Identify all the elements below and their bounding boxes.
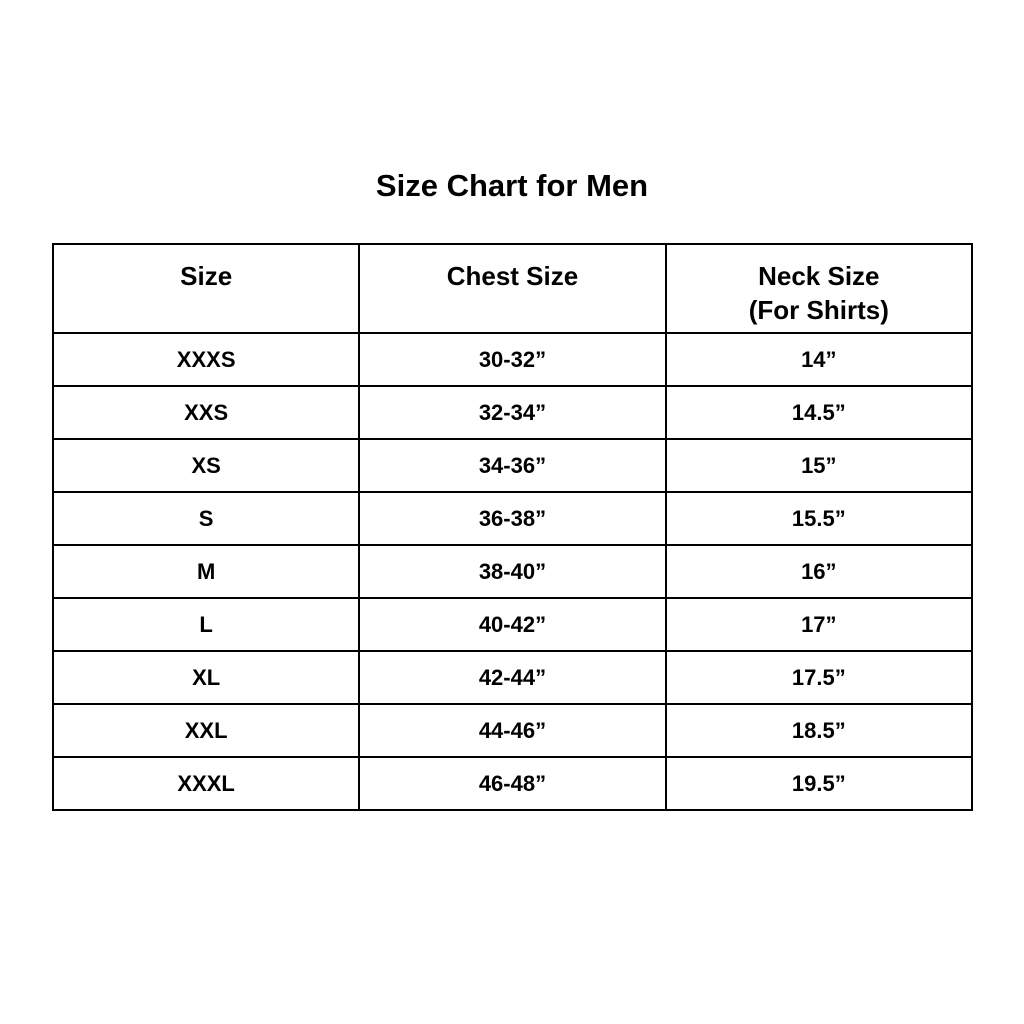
header-neck-size-label: Neck Size [758, 261, 880, 291]
neck-size-cell: 17.5” [664, 650, 974, 705]
neck-size-cell: 14” [664, 332, 974, 387]
size-cell: XS [51, 438, 361, 493]
chest-size-cell: 36-38” [358, 491, 667, 546]
header-neck-size: Neck Size (For Shirts) [664, 243, 974, 334]
table-row: S 36-38” 15.5” [51, 491, 974, 546]
table-row: M 38-40” 16” [51, 544, 974, 599]
size-cell: XL [51, 650, 361, 705]
page-title: Size Chart for Men [375, 168, 649, 203]
chest-size-cell: 42-44” [358, 650, 667, 705]
chest-size-cell: 38-40” [358, 544, 667, 599]
table-row: XS 34-36” 15” [51, 438, 974, 493]
chest-size-cell: 46-48” [358, 756, 667, 811]
neck-size-cell: 19.5” [664, 756, 974, 811]
size-cell: XXXL [51, 756, 361, 811]
size-cell: M [51, 544, 361, 599]
size-cell: XXL [51, 703, 361, 758]
size-cell: XXS [51, 385, 361, 440]
table-row: XXXS 30-32” 14” [51, 332, 974, 387]
header-chest-size: Chest Size [358, 243, 667, 334]
header-neck-size-note: (For Shirts) [748, 295, 889, 325]
table-row: L 40-42” 17” [51, 597, 974, 652]
chest-size-cell: 40-42” [358, 597, 667, 652]
neck-size-cell: 16” [664, 544, 974, 599]
neck-size-cell: 18.5” [664, 703, 974, 758]
size-cell: XXXS [51, 332, 361, 387]
chest-size-cell: 44-46” [358, 703, 667, 758]
table-row: XXL 44-46” 18.5” [51, 703, 974, 758]
neck-size-cell: 17” [664, 597, 974, 652]
neck-size-cell: 14.5” [664, 385, 974, 440]
table-row: XXS 32-34” 14.5” [51, 385, 974, 440]
table-header-row: Size Chest Size Neck Size (For Shirts) [51, 243, 974, 334]
chest-size-cell: 30-32” [358, 332, 667, 387]
size-cell: L [51, 597, 361, 652]
neck-size-cell: 15.5” [664, 491, 974, 546]
chest-size-cell: 34-36” [358, 438, 667, 493]
header-size: Size [51, 243, 361, 334]
table-row: XL 42-44” 17.5” [51, 650, 974, 705]
neck-size-cell: 15” [664, 438, 974, 493]
size-cell: S [51, 491, 361, 546]
table-row: XXXL 46-48” 19.5” [51, 756, 974, 811]
chest-size-cell: 32-34” [358, 385, 667, 440]
size-chart-table: Size Chest Size Neck Size (For Shirts) XX… [51, 243, 974, 811]
